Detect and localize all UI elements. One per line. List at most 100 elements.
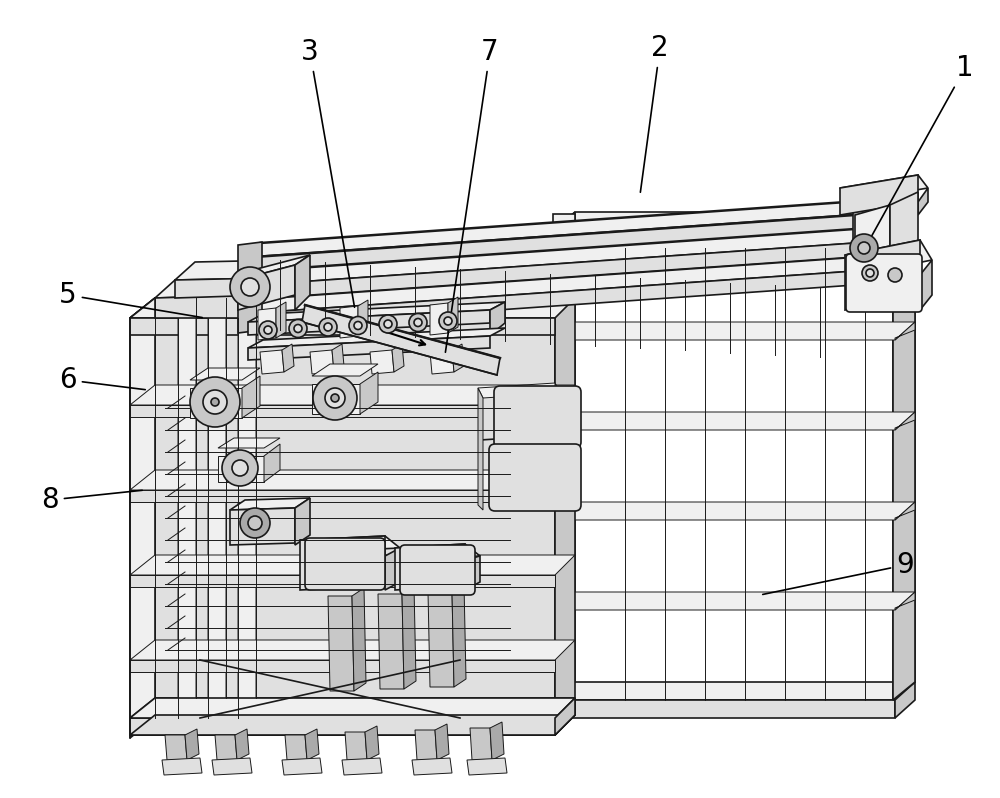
Polygon shape bbox=[392, 344, 404, 372]
Polygon shape bbox=[248, 310, 490, 335]
Polygon shape bbox=[452, 584, 466, 687]
Circle shape bbox=[349, 317, 367, 334]
Circle shape bbox=[240, 508, 270, 538]
Polygon shape bbox=[895, 412, 915, 430]
Polygon shape bbox=[360, 372, 378, 414]
Polygon shape bbox=[130, 470, 575, 490]
Polygon shape bbox=[555, 212, 575, 700]
Polygon shape bbox=[230, 508, 295, 545]
Circle shape bbox=[211, 398, 219, 406]
Polygon shape bbox=[855, 256, 875, 285]
Circle shape bbox=[325, 388, 345, 408]
Circle shape bbox=[232, 460, 248, 476]
Polygon shape bbox=[155, 295, 248, 318]
Polygon shape bbox=[855, 228, 875, 257]
Polygon shape bbox=[300, 536, 385, 590]
Polygon shape bbox=[130, 660, 555, 672]
Polygon shape bbox=[853, 188, 875, 287]
Polygon shape bbox=[385, 548, 400, 590]
Polygon shape bbox=[555, 700, 895, 718]
Polygon shape bbox=[555, 212, 915, 230]
FancyBboxPatch shape bbox=[400, 545, 475, 595]
Circle shape bbox=[241, 278, 259, 296]
Polygon shape bbox=[130, 490, 555, 502]
Polygon shape bbox=[248, 278, 268, 318]
Polygon shape bbox=[365, 726, 379, 760]
Circle shape bbox=[313, 376, 357, 420]
Polygon shape bbox=[305, 729, 319, 760]
Polygon shape bbox=[328, 596, 354, 691]
Polygon shape bbox=[395, 544, 465, 590]
Polygon shape bbox=[242, 376, 260, 418]
Polygon shape bbox=[890, 268, 918, 285]
Circle shape bbox=[319, 318, 337, 336]
Polygon shape bbox=[310, 350, 334, 374]
Circle shape bbox=[203, 390, 227, 414]
Circle shape bbox=[850, 234, 878, 262]
Polygon shape bbox=[282, 344, 294, 372]
Polygon shape bbox=[555, 322, 915, 340]
Polygon shape bbox=[467, 758, 507, 775]
Polygon shape bbox=[555, 698, 575, 735]
Polygon shape bbox=[412, 758, 452, 775]
Polygon shape bbox=[235, 729, 249, 760]
Polygon shape bbox=[240, 215, 855, 272]
Circle shape bbox=[222, 450, 258, 486]
Polygon shape bbox=[295, 498, 310, 545]
Polygon shape bbox=[230, 498, 310, 510]
Polygon shape bbox=[240, 228, 875, 286]
Polygon shape bbox=[218, 456, 264, 482]
Polygon shape bbox=[555, 412, 915, 430]
Circle shape bbox=[862, 265, 878, 281]
Polygon shape bbox=[555, 682, 915, 700]
Text: 5: 5 bbox=[59, 281, 202, 318]
Polygon shape bbox=[240, 200, 875, 258]
Polygon shape bbox=[855, 200, 875, 229]
Polygon shape bbox=[430, 303, 448, 335]
Polygon shape bbox=[560, 405, 580, 440]
Polygon shape bbox=[130, 298, 155, 738]
Polygon shape bbox=[282, 758, 322, 775]
Polygon shape bbox=[218, 438, 280, 448]
Polygon shape bbox=[358, 300, 368, 336]
Polygon shape bbox=[248, 302, 505, 322]
Polygon shape bbox=[300, 536, 400, 552]
Polygon shape bbox=[428, 592, 454, 687]
Polygon shape bbox=[920, 260, 932, 310]
FancyBboxPatch shape bbox=[846, 254, 922, 312]
FancyBboxPatch shape bbox=[489, 444, 581, 511]
Polygon shape bbox=[840, 175, 928, 201]
Text: 1: 1 bbox=[866, 54, 974, 246]
Polygon shape bbox=[553, 214, 575, 228]
Polygon shape bbox=[130, 575, 555, 587]
Circle shape bbox=[439, 312, 457, 330]
Polygon shape bbox=[208, 298, 226, 718]
Circle shape bbox=[324, 323, 332, 331]
Polygon shape bbox=[302, 305, 500, 375]
Polygon shape bbox=[480, 390, 580, 410]
Polygon shape bbox=[895, 212, 915, 248]
Polygon shape bbox=[845, 240, 920, 310]
Polygon shape bbox=[240, 243, 855, 300]
Circle shape bbox=[444, 317, 452, 325]
Polygon shape bbox=[465, 556, 480, 590]
Polygon shape bbox=[555, 592, 915, 610]
Polygon shape bbox=[215, 735, 237, 760]
Polygon shape bbox=[895, 502, 915, 520]
Polygon shape bbox=[190, 388, 242, 418]
Circle shape bbox=[384, 320, 392, 328]
Polygon shape bbox=[340, 306, 358, 338]
Text: 8: 8 bbox=[41, 486, 142, 514]
Polygon shape bbox=[130, 698, 575, 718]
Polygon shape bbox=[345, 732, 367, 760]
Polygon shape bbox=[248, 328, 505, 348]
Polygon shape bbox=[260, 350, 284, 374]
Polygon shape bbox=[855, 205, 890, 295]
Circle shape bbox=[230, 267, 270, 307]
Circle shape bbox=[409, 314, 427, 331]
Text: 6: 6 bbox=[59, 366, 145, 394]
Polygon shape bbox=[890, 192, 918, 281]
Polygon shape bbox=[840, 175, 918, 215]
Polygon shape bbox=[478, 383, 560, 398]
Polygon shape bbox=[370, 350, 394, 374]
